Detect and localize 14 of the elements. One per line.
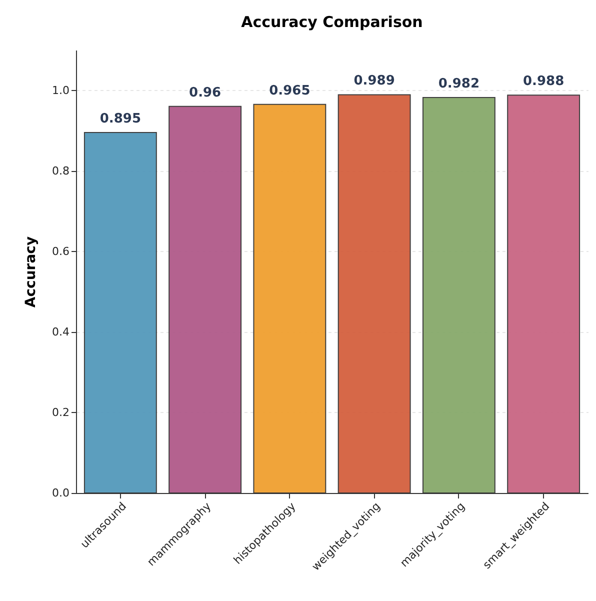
- data-label: 0.965: [269, 83, 310, 98]
- data-label: 0.96: [189, 85, 222, 100]
- y-tick-label: 0.8: [52, 164, 70, 178]
- y-tick-label: 0.2: [52, 406, 70, 419]
- y-tick-label: 1.0: [52, 84, 70, 97]
- data-label: 0.982: [438, 76, 480, 92]
- data-label: 0.989: [354, 74, 395, 89]
- y-tick-label: 0.4: [52, 325, 70, 338]
- y-axis-title: Accuracy: [23, 236, 40, 308]
- y-tick-label: 0.0: [52, 486, 70, 500]
- data-label: 0.988: [523, 74, 564, 90]
- chart-title: Accuracy Comparison: [241, 13, 423, 31]
- data-label: 0.895: [100, 112, 141, 127]
- y-tick-label: 0.6: [52, 244, 70, 258]
